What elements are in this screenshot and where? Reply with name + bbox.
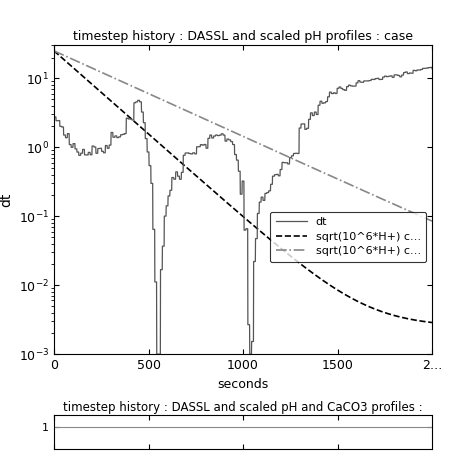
dt: [51, 114, 57, 120]
Line: dt: dt: [54, 67, 432, 354]
sqrt(10^6*H+) c…: [213, 190, 219, 196]
Line: sqrt(10^6*H+) c…: sqrt(10^6*H+) c…: [54, 51, 432, 322]
sqrt(10^6*H+) c…: [418, 213, 423, 219]
dt: [418, 67, 423, 73]
dt: [399, 72, 405, 78]
sqrt(10^6*H+) c…: [51, 48, 57, 54]
sqrt(10^6*H+) c…: [210, 188, 216, 193]
dt: [213, 132, 219, 138]
dt: [231, 142, 236, 147]
sqrt(10^6*H+) c…: [231, 206, 236, 211]
dt: [154, 351, 159, 357]
sqrt(10^6*H+) c…: [326, 281, 331, 287]
Title: timestep history : DASSL and scaled pH profiles : case: timestep history : DASSL and scaled pH p…: [73, 30, 413, 43]
sqrt(10^6*H+) c…: [399, 205, 404, 210]
Line: sqrt(10^6*H+) c…: sqrt(10^6*H+) c…: [54, 51, 432, 221]
dt: [326, 94, 331, 99]
sqrt(10^6*H+) c…: [429, 320, 435, 325]
X-axis label: seconds: seconds: [217, 378, 269, 390]
sqrt(10^6*H+) c…: [429, 218, 435, 224]
sqrt(10^6*H+) c…: [210, 120, 216, 125]
dt: [429, 66, 435, 71]
Legend: dt, sqrt(10^6*H+) c…, sqrt(10^6*H+) c…: dt, sqrt(10^6*H+) c…, sqrt(10^6*H+) c…: [270, 212, 427, 262]
dt: [428, 64, 433, 70]
sqrt(10^6*H+) c…: [231, 129, 236, 135]
sqrt(10^6*H+) c…: [51, 48, 57, 54]
sqrt(10^6*H+) c…: [326, 172, 331, 178]
sqrt(10^6*H+) c…: [213, 121, 219, 127]
sqrt(10^6*H+) c…: [399, 315, 404, 320]
Title: timestep history : DASSL and scaled pH and CaCO3 profiles :: timestep history : DASSL and scaled pH a…: [63, 401, 423, 414]
Y-axis label: dt: dt: [0, 192, 14, 207]
dt: [210, 135, 216, 141]
sqrt(10^6*H+) c…: [418, 318, 423, 324]
